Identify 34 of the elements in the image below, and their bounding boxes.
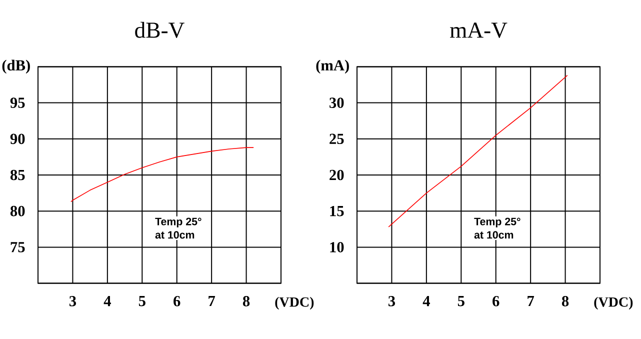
x-tick-label: 7 — [528, 296, 534, 306]
y-tick-label: 30 — [330, 98, 344, 108]
y-axis-title: (dB) — [2, 60, 30, 74]
x-tick-label: 6 — [174, 296, 180, 306]
x-tick-label: 8 — [562, 296, 569, 306]
x-tick-label: 4 — [422, 296, 430, 306]
x-tick-label: 5 — [138, 296, 146, 306]
y-tick-label: 85 — [10, 170, 25, 180]
y-tick-label: 95 — [10, 98, 25, 108]
x-tick-label: 8 — [242, 296, 250, 306]
x-axis-title: (VDC) — [594, 296, 633, 310]
chart-title: dB-V — [135, 22, 184, 38]
y-tick-label: 20 — [330, 170, 344, 180]
x-tick-label: 3 — [69, 296, 76, 306]
y-tick-label: 90 — [10, 134, 25, 144]
x-tick-label: 5 — [458, 296, 464, 306]
y-tick-label: 80 — [10, 206, 25, 216]
line-series — [70, 147, 254, 202]
x-tick-label: 6 — [492, 296, 500, 306]
x-tick-label: 7 — [208, 296, 216, 306]
x-axis-title: (VDC) — [275, 296, 314, 310]
y-tick-label: 25 — [330, 134, 344, 144]
y-tick-label: 15 — [330, 206, 344, 216]
chart-title: mA-V — [450, 22, 508, 38]
annotation: at 10cm — [474, 231, 514, 239]
annotation: Temp 25° — [155, 218, 202, 228]
line-series — [388, 74, 568, 228]
annotation: Temp 25° — [474, 218, 520, 228]
y-tick-label: 75 — [10, 242, 25, 252]
y-tick-label: 10 — [330, 242, 344, 252]
annotation: at 10cm — [155, 231, 194, 239]
x-tick-label: 3 — [388, 296, 396, 306]
x-tick-label: 4 — [104, 296, 111, 306]
y-axis-title: (mA) — [316, 60, 349, 74]
